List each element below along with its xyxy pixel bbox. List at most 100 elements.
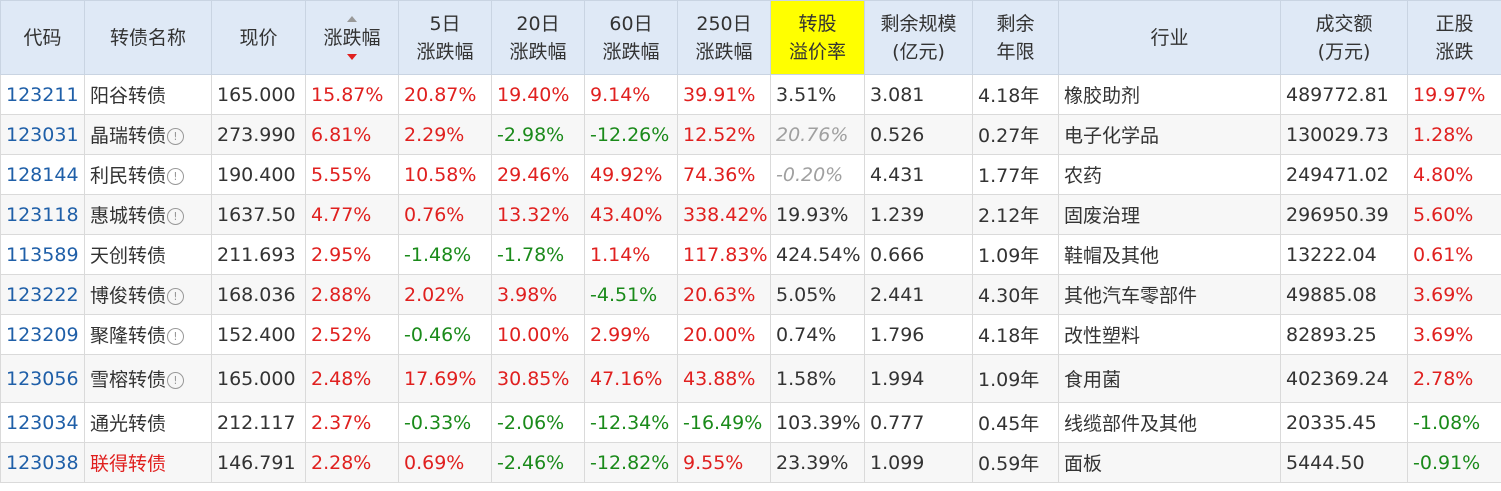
info-icon[interactable]: ! [167, 372, 185, 389]
table-row[interactable]: 113589 天创转债 211.693 2.95% -1.48% -1.78% 1.14% 1… [0, 234, 1501, 275]
header-label: 转股 [798, 12, 837, 35]
col-name[interactable]: 转债名称 [84, 0, 212, 75]
col-stock-change[interactable]: 正股 涨跌 [1407, 0, 1501, 75]
table-body: 123211 阳谷转债 165.000 15.87% 20.87% 19.40% 9.14%… [0, 74, 1501, 483]
cell-years: 2.12年 [972, 194, 1059, 235]
header-label: 溢价率 [788, 40, 846, 63]
cell-change: 2.52% [305, 314, 399, 355]
cell-code[interactable]: 123034 [0, 402, 85, 443]
info-icon[interactable]: ! [167, 288, 185, 305]
cell-years: 4.18年 [972, 314, 1059, 355]
cell-d5: 0.69% [398, 442, 492, 483]
header-label: 涨跌 [1435, 40, 1474, 63]
header-label: 5日 [429, 12, 461, 35]
col-industry[interactable]: 行业 [1058, 0, 1281, 75]
info-icon[interactable]: ! [167, 328, 185, 345]
cell-d60: -12.26% [584, 114, 678, 155]
col-years[interactable]: 剩余 年限 [972, 0, 1059, 75]
cell-scale: 4.431 [864, 154, 973, 195]
cell-stock: 5.60% [1407, 194, 1501, 235]
cell-d60: 49.92% [584, 154, 678, 195]
col-turnover[interactable]: 成交额 (万元) [1280, 0, 1408, 75]
col-premium[interactable]: 转股 溢价率 [770, 0, 865, 75]
cell-turnover: 402369.24 [1280, 354, 1408, 403]
header-label: 现价 [239, 26, 278, 49]
cell-name[interactable]: 天创转债 [84, 234, 212, 275]
bond-name[interactable]: 天创转债 [90, 245, 167, 267]
bond-name[interactable]: 雪榕转债 [90, 369, 167, 391]
table-row[interactable]: 123222 博俊转债! 168.036 2.88% 2.02% 3.98% -4.51% 2… [0, 274, 1501, 315]
col-250d[interactable]: 250日 涨跌幅 [677, 0, 771, 75]
cell-stock: 3.69% [1407, 314, 1501, 355]
cell-change: 2.37% [305, 402, 399, 443]
col-code[interactable]: 代码 [0, 0, 85, 75]
cell-turnover: 49885.08 [1280, 274, 1408, 315]
cell-code[interactable]: 123118 [0, 194, 85, 235]
info-icon[interactable]: ! [167, 128, 185, 145]
bond-name[interactable]: 利民转债 [90, 165, 167, 187]
cell-code[interactable]: 123211 [0, 74, 85, 115]
bond-name[interactable]: 联得转债 [90, 453, 167, 475]
header-label: 行业 [1150, 26, 1189, 49]
cell-name[interactable]: 晶瑞转债! [84, 114, 212, 155]
cell-years: 1.77年 [972, 154, 1059, 195]
cell-code[interactable]: 123031 [0, 114, 85, 155]
cell-change: 2.88% [305, 274, 399, 315]
info-icon[interactable]: ! [167, 208, 185, 225]
bond-name[interactable]: 晶瑞转债 [90, 125, 167, 147]
cell-d250: 74.36% [677, 154, 771, 195]
cell-name[interactable]: 阳谷转债 [84, 74, 212, 115]
sort-indicator[interactable]: 涨跌幅 [323, 15, 381, 60]
cell-name[interactable]: 利民转债! [84, 154, 212, 195]
cell-name[interactable]: 博俊转债! [84, 274, 212, 315]
cell-name[interactable]: 联得转债 [84, 442, 212, 483]
cell-code[interactable]: 123056 [0, 354, 85, 403]
cell-code[interactable]: 128144 [0, 154, 85, 195]
bond-name[interactable]: 博俊转债 [90, 285, 167, 307]
cell-premium: 424.54% [770, 234, 865, 275]
table-row[interactable]: 123038 联得转债 146.791 2.28% 0.69% -2.46% -12.82%… [0, 442, 1501, 483]
cell-years: 0.59年 [972, 442, 1059, 483]
cell-code[interactable]: 113589 [0, 234, 85, 275]
cell-code[interactable]: 123209 [0, 314, 85, 355]
table-row[interactable]: 123209 聚隆转债! 152.400 2.52% -0.46% 10.00% 2.99%… [0, 314, 1501, 355]
col-20d[interactable]: 20日 涨跌幅 [491, 0, 585, 75]
table-row[interactable]: 128144 利民转债! 190.400 5.55% 10.58% 29.46% 49.92… [0, 154, 1501, 195]
cell-years: 4.30年 [972, 274, 1059, 315]
cell-d20: -1.78% [491, 234, 585, 275]
bond-name[interactable]: 通光转债 [90, 413, 167, 435]
cell-name[interactable]: 雪榕转债! [84, 354, 212, 403]
cell-name[interactable]: 聚隆转债! [84, 314, 212, 355]
info-icon[interactable]: ! [167, 168, 185, 185]
cell-price: 165.000 [211, 74, 306, 115]
cell-d5: -0.33% [398, 402, 492, 443]
col-scale[interactable]: 剩余规模 (亿元) [864, 0, 973, 75]
cell-d250: 12.52% [677, 114, 771, 155]
cell-d60: -12.82% [584, 442, 678, 483]
table-row[interactable]: 123211 阳谷转债 165.000 15.87% 20.87% 19.40% 9.14%… [0, 74, 1501, 115]
bond-name[interactable]: 阳谷转债 [90, 85, 167, 107]
cell-d5: 17.69% [398, 354, 492, 403]
cell-name[interactable]: 通光转债 [84, 402, 212, 443]
cell-premium: 1.58% [770, 354, 865, 403]
cell-price: 165.000 [211, 354, 306, 403]
col-5d[interactable]: 5日 涨跌幅 [398, 0, 492, 75]
bond-name[interactable]: 惠城转债 [90, 205, 167, 227]
table-row[interactable]: 123031 晶瑞转债! 273.990 6.81% 2.29% -2.98% -12.26… [0, 114, 1501, 155]
cell-turnover: 489772.81 [1280, 74, 1408, 115]
cell-code[interactable]: 123038 [0, 442, 85, 483]
cell-d5: 0.76% [398, 194, 492, 235]
header-label: 涨跌幅 [509, 40, 567, 63]
bond-name[interactable]: 聚隆转债 [90, 325, 167, 347]
col-60d[interactable]: 60日 涨跌幅 [584, 0, 678, 75]
cell-scale: 1.239 [864, 194, 973, 235]
col-price[interactable]: 现价 [211, 0, 306, 75]
table-row[interactable]: 123056 雪榕转债! 165.000 2.48% 17.69% 30.85% 47.16… [0, 354, 1501, 403]
table-row[interactable]: 123118 惠城转债! 1637.50 4.77% 0.76% 13.32% 43.40%… [0, 194, 1501, 235]
table-row[interactable]: 123034 通光转债 212.117 2.37% -0.33% -2.06% -12.34… [0, 402, 1501, 443]
cell-d250: 20.63% [677, 274, 771, 315]
cell-d20: 10.00% [491, 314, 585, 355]
cell-name[interactable]: 惠城转债! [84, 194, 212, 235]
col-change[interactable]: 涨跌幅 [305, 0, 399, 75]
cell-code[interactable]: 123222 [0, 274, 85, 315]
